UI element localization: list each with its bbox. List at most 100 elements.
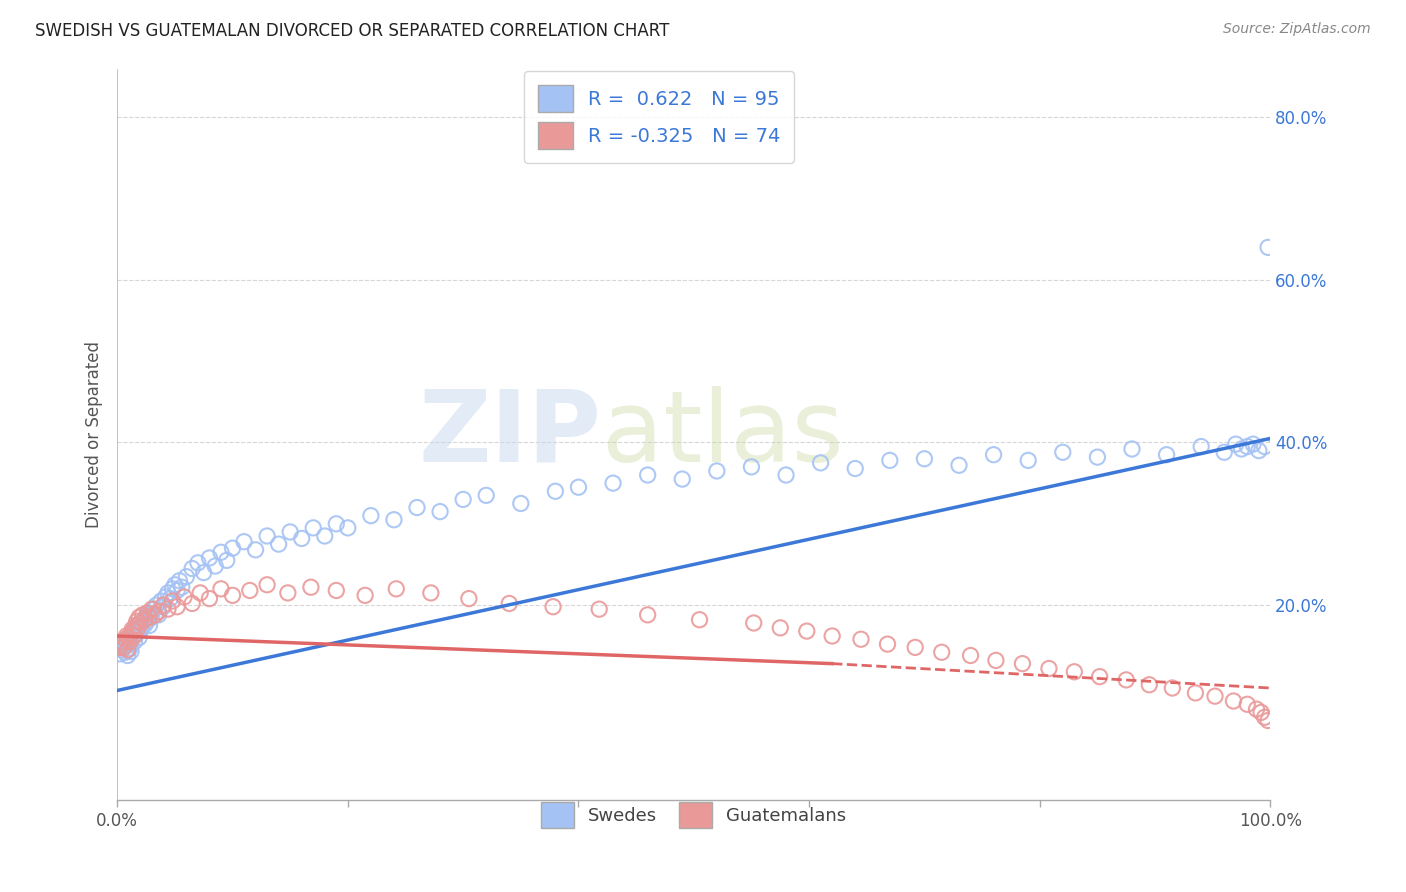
Point (204, 559, 226, 574)
Point (131, 615, 153, 630)
Point (111, 637, 134, 651)
Point (984, 653, 1007, 667)
Point (114, 645, 136, 659)
Point (124, 623, 146, 637)
Point (181, 597, 204, 611)
Point (796, 624, 818, 639)
Point (132, 613, 155, 627)
Point (1087, 450, 1109, 464)
Point (1246, 702, 1268, 716)
Point (849, 632, 872, 647)
Point (141, 602, 163, 616)
Point (114, 632, 136, 647)
Point (111, 639, 134, 653)
Point (128, 631, 150, 645)
Point (120, 626, 142, 640)
Point (209, 545, 232, 559)
Point (233, 534, 256, 549)
Point (181, 561, 204, 575)
Point (221, 541, 243, 556)
Point (1137, 678, 1160, 692)
Point (931, 645, 953, 659)
Point (267, 537, 290, 551)
Point (115, 629, 138, 643)
Point (1184, 686, 1206, 700)
Point (256, 578, 278, 592)
Point (111, 634, 134, 648)
Point (155, 590, 177, 604)
Point (152, 599, 174, 614)
Point (131, 607, 153, 622)
Point (1204, 689, 1226, 703)
Point (385, 582, 408, 596)
Point (1257, 714, 1279, 728)
Point (742, 615, 765, 630)
Point (567, 480, 589, 494)
Point (810, 456, 832, 470)
Point (844, 461, 866, 475)
Point (637, 607, 659, 622)
Point (156, 586, 179, 600)
Point (912, 451, 935, 466)
Point (406, 500, 429, 515)
Point (111, 642, 134, 657)
Point (1253, 710, 1275, 724)
Point (163, 578, 186, 592)
Point (689, 613, 711, 627)
Point (637, 468, 659, 483)
Point (127, 621, 149, 635)
Point (117, 648, 139, 663)
Point (314, 529, 336, 543)
Point (360, 508, 382, 523)
Point (1161, 681, 1184, 695)
Point (121, 632, 143, 647)
Point (131, 621, 153, 635)
Point (325, 516, 347, 531)
Point (959, 648, 981, 663)
Point (419, 586, 441, 600)
Point (1115, 673, 1137, 687)
Point (127, 618, 149, 632)
Point (152, 598, 174, 612)
Point (1038, 661, 1060, 675)
Point (1088, 670, 1111, 684)
Point (382, 513, 405, 527)
Point (429, 505, 451, 519)
Point (299, 580, 322, 594)
Point (1121, 442, 1143, 456)
Point (125, 615, 148, 629)
Point (134, 617, 156, 632)
Point (136, 606, 159, 620)
Point (128, 610, 150, 624)
Point (143, 607, 166, 622)
Point (1247, 443, 1270, 458)
Point (1011, 657, 1033, 671)
Point (821, 629, 844, 643)
Point (118, 631, 141, 645)
Point (602, 476, 624, 491)
Point (215, 553, 238, 567)
Point (1189, 440, 1212, 454)
Point (117, 642, 139, 657)
Y-axis label: Divorced or Separated: Divorced or Separated (86, 341, 103, 528)
Point (118, 641, 141, 656)
Point (1052, 445, 1074, 459)
Text: Source: ZipAtlas.com: Source: ZipAtlas.com (1223, 22, 1371, 37)
Point (706, 464, 728, 478)
Point (173, 590, 195, 604)
Point (122, 624, 145, 639)
Point (198, 591, 221, 606)
Point (120, 644, 142, 658)
Point (209, 582, 232, 596)
Point (108, 640, 131, 655)
Point (134, 613, 156, 627)
Point (325, 583, 347, 598)
Point (135, 610, 157, 624)
Point (239, 583, 262, 598)
Point (122, 629, 145, 643)
Text: atlas: atlas (602, 386, 844, 483)
Point (509, 496, 531, 510)
Point (112, 640, 135, 655)
Point (187, 556, 209, 570)
Point (115, 634, 138, 648)
